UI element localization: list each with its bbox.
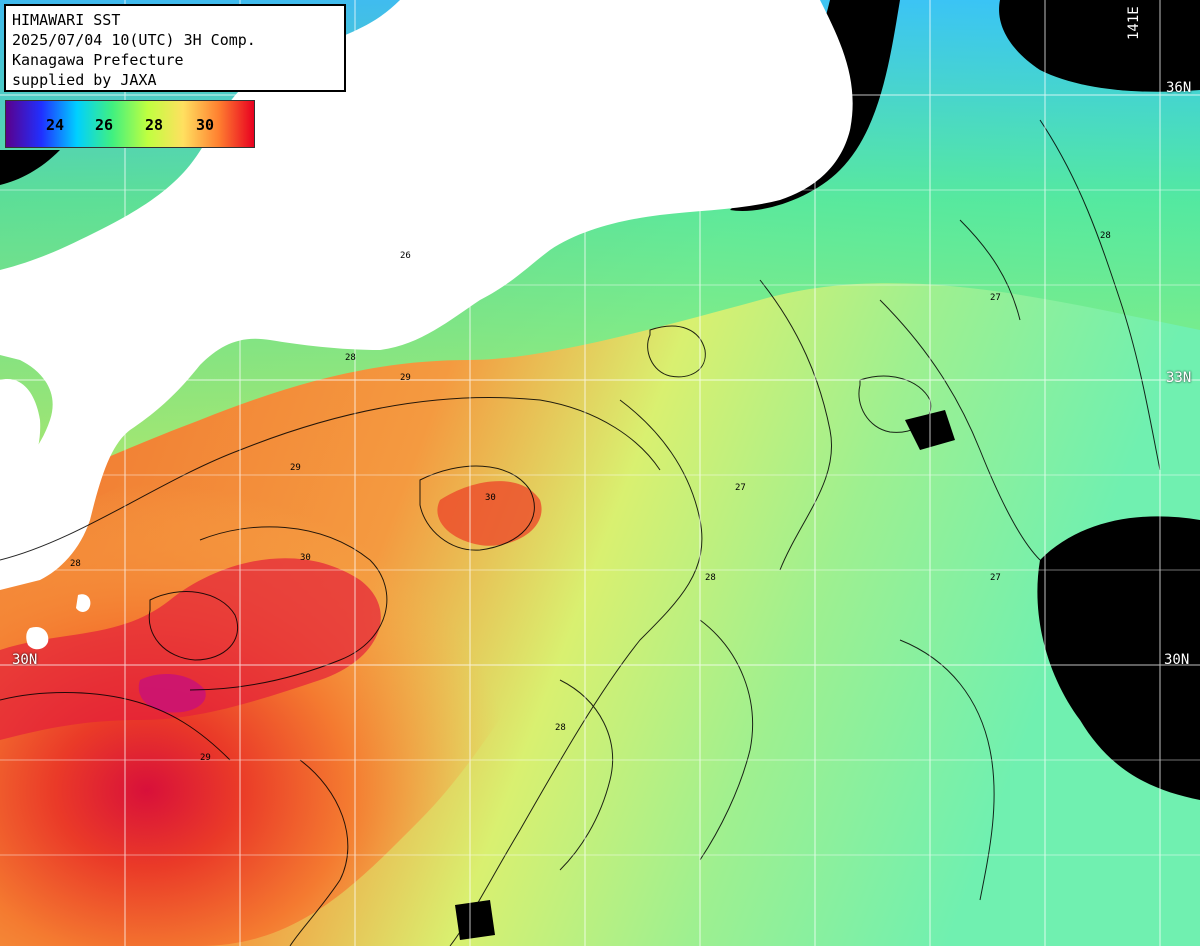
cloud-northeast	[999, 0, 1200, 92]
contour-label: 28	[70, 559, 81, 569]
cloud-east	[1037, 516, 1200, 800]
contour-label: 28	[555, 723, 566, 733]
contour-label: 30	[485, 493, 496, 503]
cloud-nw	[0, 150, 60, 185]
land-kii-peninsula	[368, 230, 441, 296]
land-island-1	[26, 626, 49, 650]
contour-label: 29	[290, 463, 301, 473]
lat-label-30n-right: 30N	[1164, 652, 1190, 668]
warm-patch-magenta	[138, 674, 206, 713]
legend-tick: 24	[46, 116, 65, 134]
land-shikoku	[51, 254, 193, 328]
contour-label: 28	[345, 353, 356, 363]
contour-label: 27	[990, 293, 1001, 303]
legend-tick: 30	[196, 116, 215, 134]
map-info-box: HIMAWARI SST 2025/07/04 10(UTC) 3H Comp.…	[4, 4, 346, 92]
warm-patch-red	[0, 558, 381, 740]
warm-patch-east	[437, 481, 542, 546]
contour-label: 29	[470, 905, 481, 915]
cloud-spot-2	[455, 900, 495, 940]
contour-label: 29	[200, 753, 211, 763]
lat-label-30n-left: 30N	[12, 652, 38, 668]
product-title: HIMAWARI SST	[12, 11, 121, 29]
contour-label-group: 28 29 30 30 29 28 27 27 28 28 28 29 26 2…	[70, 231, 1111, 915]
sst-contours	[0, 119, 1161, 946]
legend-tick: 28	[145, 116, 164, 134]
lon-label-141e: 141E	[1126, 6, 1142, 40]
land-island-2	[76, 594, 91, 612]
contour-label: 29	[400, 373, 411, 383]
timestamp: 2025/07/04 10(UTC) 3H Comp.	[12, 31, 256, 49]
lat-label-33n: 33N	[1166, 370, 1192, 386]
contour-label: 28	[1100, 231, 1111, 241]
contour-label: 30	[300, 553, 311, 563]
contour-label: 26	[400, 251, 411, 261]
contour-label: 27	[735, 483, 746, 493]
color-legend: 24 26 28 30	[5, 100, 255, 148]
contour-label: 27	[990, 573, 1001, 583]
contour-label: 28	[705, 573, 716, 583]
lat-label-36n: 36N	[1166, 80, 1192, 96]
organization: Kanagawa Prefecture	[12, 51, 184, 69]
land-kyushu	[0, 379, 41, 492]
data-credit: supplied by JAXA	[12, 71, 157, 89]
legend-tick: 26	[95, 116, 114, 134]
